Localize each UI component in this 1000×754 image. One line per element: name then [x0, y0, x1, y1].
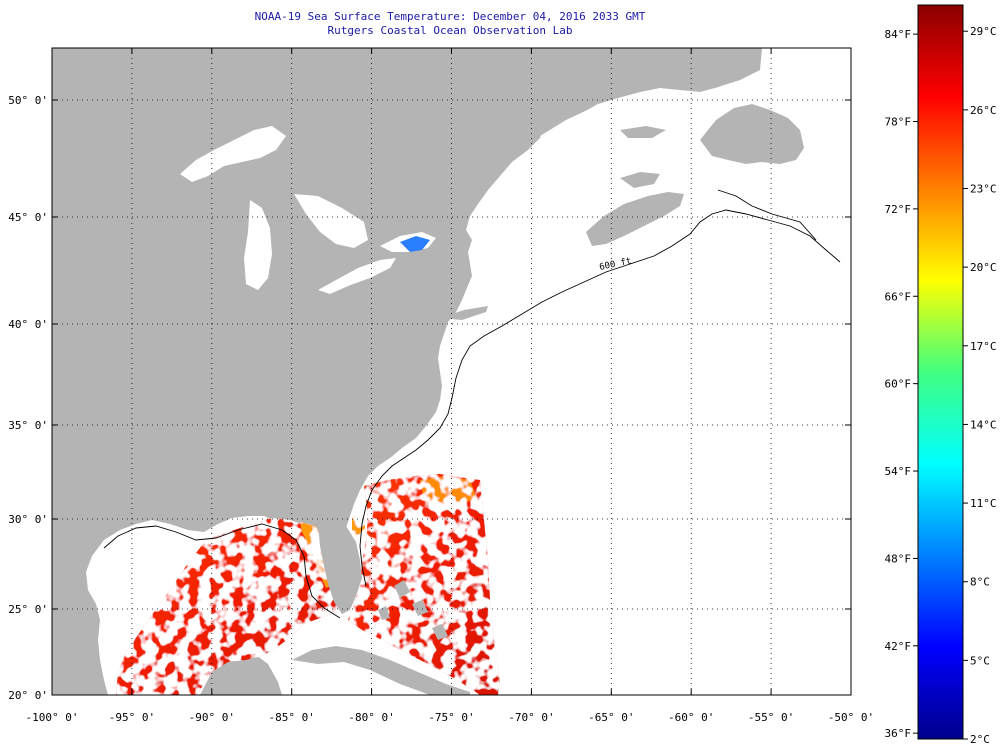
- lat-tick-label: 25° 0': [8, 603, 48, 616]
- lake-huron: [294, 194, 368, 248]
- isobath-stlawrence: [717, 189, 817, 241]
- lake-erie: [318, 258, 396, 294]
- land-newfoundland: [700, 104, 804, 164]
- celsius-label: 26°C: [970, 104, 997, 117]
- fahrenheit-label: 48°F: [885, 552, 912, 565]
- celsius-label: 17°C: [970, 340, 997, 353]
- colorbar-bar: [917, 4, 964, 740]
- lat-tick-label: 35° 0': [8, 419, 48, 432]
- lon-tick-label: -90° 0': [189, 711, 235, 724]
- map-axes: -100° 0' -95° 0' -90° 0' -85° 0' -80° 0' -75°…: [8, 48, 874, 724]
- sst-data-atlantic: [348, 474, 500, 695]
- lat-tick-label: 40° 0': [8, 318, 48, 331]
- lake-michigan: [244, 200, 272, 290]
- colorbar-labels: 29°C 26°C 23°C 20°C 17°C 14°C 11°C 8°C 5°C 2°C 84°…: [885, 25, 997, 746]
- land-yucatan: [200, 652, 282, 695]
- gulf-st-lawrence: [540, 98, 706, 200]
- lake-ontario-sst: [400, 236, 430, 252]
- lon-tick-label: -65° 0': [588, 711, 634, 724]
- celsius-label: 29°C: [970, 25, 997, 38]
- lon-tick-label: -70° 0': [508, 711, 554, 724]
- lon-tick-label: -100° 0': [26, 711, 79, 724]
- celsius-label: 23°C: [970, 183, 997, 196]
- lon-tick-label: -60° 0': [668, 711, 714, 724]
- fahrenheit-label: 72°F: [885, 203, 912, 216]
- lon-tick-label: -85° 0': [269, 711, 315, 724]
- land-pei: [620, 172, 660, 188]
- land-florida: [318, 520, 362, 614]
- celsius-label: 20°C: [970, 261, 997, 274]
- celsius-label: 8°C: [970, 576, 990, 589]
- map-subtitle: Rutgers Coastal Ocean Observation Lab: [327, 24, 573, 37]
- land-nova-scotia: [586, 192, 684, 246]
- lat-tick-label: 20° 0': [8, 689, 48, 702]
- lon-tick-label: -50° 0': [828, 711, 874, 724]
- lat-tick-label: 45° 0': [8, 211, 48, 224]
- land-north-america: [52, 48, 762, 695]
- fahrenheit-label: 36°F: [885, 727, 912, 740]
- land-bahamas: [378, 580, 448, 640]
- celsius-label: 14°C: [970, 418, 997, 431]
- land-long-island: [440, 306, 488, 320]
- land-cuba: [292, 646, 470, 695]
- lat-tick-label: 50° 0': [8, 94, 48, 107]
- fahrenheit-label: 60°F: [885, 378, 912, 391]
- fahrenheit-label: 84°F: [885, 28, 912, 41]
- fahrenheit-label: 42°F: [885, 640, 912, 653]
- lon-tick-label: -95° 0': [109, 711, 155, 724]
- lon-tick-label: -80° 0': [348, 711, 394, 724]
- lon-tick-label: -75° 0': [428, 711, 474, 724]
- fahrenheit-label: 78°F: [885, 116, 912, 129]
- graticule: [52, 48, 851, 695]
- fahrenheit-label: 66°F: [885, 290, 912, 303]
- celsius-label: 2°C: [970, 733, 990, 746]
- isobath-contour: [359, 209, 841, 587]
- celsius-label: 5°C: [970, 654, 990, 667]
- lake-superior: [180, 126, 286, 182]
- land-anticosti: [620, 126, 666, 138]
- lon-tick-label: -55° 0': [748, 711, 794, 724]
- isobath-gulf: [103, 523, 341, 619]
- map-title: NOAA-19 Sea Surface Temperature: Decembe…: [254, 10, 646, 23]
- fahrenheit-label: 54°F: [885, 465, 912, 478]
- lat-tick-label: 30° 0': [8, 513, 48, 526]
- celsius-label: 11°C: [970, 497, 997, 510]
